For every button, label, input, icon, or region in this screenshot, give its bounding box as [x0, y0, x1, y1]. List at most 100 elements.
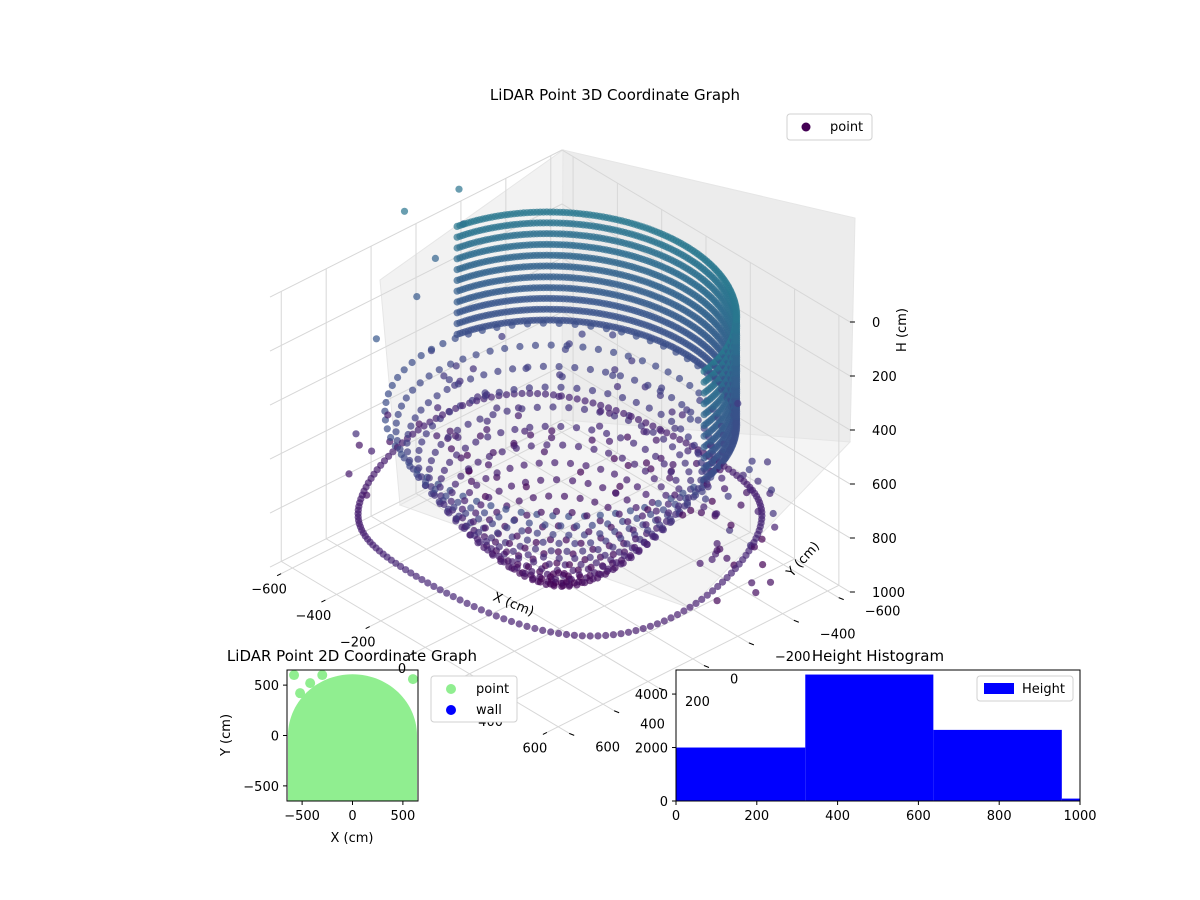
point-3d: [657, 483, 665, 491]
point-3d: [733, 357, 741, 365]
y-tick-3d: [838, 597, 844, 601]
point-3d: [477, 501, 485, 509]
point-3d: [588, 387, 597, 395]
point-3d: [545, 560, 553, 568]
point-3d: [415, 446, 423, 455]
point-3d: [457, 472, 465, 480]
y-tick-3d: [569, 732, 575, 736]
y-tick-label-3d: 200: [685, 695, 710, 710]
point-3d: [669, 461, 677, 469]
point-3d: [524, 551, 532, 559]
point-3d: [433, 392, 441, 400]
point-3d: [569, 477, 577, 485]
z-tick-label-3d: 1000: [872, 586, 905, 601]
point-3d: [514, 412, 523, 420]
point-3d: [368, 447, 376, 455]
point-3d: [599, 484, 607, 492]
point-3d: [409, 386, 417, 394]
legend-3d-label: point: [830, 120, 863, 135]
point-3d: [684, 447, 692, 455]
point-3d: [474, 393, 482, 401]
point-3d: [382, 398, 390, 407]
point-3d: [540, 448, 549, 456]
point-3d: [657, 427, 665, 435]
point-3d: [427, 457, 435, 465]
point-3d: [638, 512, 647, 520]
x-tick-label-histogram: 200: [744, 809, 769, 824]
point-3d: [402, 566, 410, 574]
point-3d: [428, 422, 437, 430]
point-3d: [527, 431, 535, 439]
point-3d: [526, 423, 534, 431]
point-3d: [562, 630, 571, 639]
point-3d: [425, 465, 433, 473]
point-3d: [647, 465, 655, 473]
point-3d: [467, 504, 475, 512]
point-3d: [733, 314, 741, 322]
point-3d: [565, 404, 573, 412]
point-3d: [457, 454, 465, 462]
point-3d: [413, 293, 421, 301]
point-3d: [665, 509, 673, 517]
y-axis-label-3d: Y (cm): [783, 539, 823, 581]
point-3d: [487, 393, 495, 401]
point-3d: [494, 367, 502, 375]
point-3d: [565, 531, 573, 539]
point-3d: [463, 451, 471, 459]
point-3d: [733, 411, 741, 419]
point-3d: [533, 529, 541, 537]
legend-histogram-swatch: [984, 683, 1014, 694]
point-3d: [448, 489, 456, 497]
point-3d: [522, 483, 530, 491]
point-3d: [652, 362, 660, 370]
point-3d: [652, 507, 660, 515]
point-3d: [733, 389, 741, 397]
histogram-title: Height Histogram: [812, 647, 944, 665]
y-tick-label-3d: 600: [595, 740, 620, 755]
point-3d: [523, 536, 532, 544]
axes-frame-histogram: [675, 669, 1081, 802]
point-3d: [407, 422, 415, 430]
point-3d: [638, 357, 647, 365]
point-3d: [646, 622, 655, 630]
point-3d: [668, 443, 677, 451]
point-3d: [578, 632, 586, 640]
point-3d: [384, 390, 392, 398]
point-3d: [619, 559, 627, 567]
point-3d: [434, 404, 442, 412]
point-3d: [642, 490, 650, 498]
point-3d: [652, 452, 660, 460]
y-axis-label-2d: Y (cm): [219, 714, 234, 757]
point-3d: [385, 452, 393, 460]
point-3d: [766, 578, 775, 586]
y-tick-label-2d: −500: [243, 780, 279, 795]
point-3d: [573, 395, 581, 403]
point-3d: [671, 424, 679, 432]
x-tick-label-3d: −200: [340, 636, 376, 651]
point-3d: [531, 341, 540, 349]
point-3d: [417, 406, 425, 414]
point-3d: [557, 383, 565, 391]
point-3d: [495, 543, 503, 551]
point-3d: [532, 538, 540, 547]
y-tick-label-histogram: 0: [660, 795, 668, 810]
point-3d: [491, 538, 500, 546]
point-3d: [682, 439, 690, 447]
point-3d: [488, 520, 496, 528]
point-3d: [555, 629, 563, 638]
point-3d: [679, 489, 687, 497]
point-3d: [648, 498, 656, 507]
point-3d: [400, 454, 408, 462]
point-3d: [541, 383, 549, 391]
point-3d: [500, 615, 508, 623]
point-3d: [476, 415, 484, 423]
point-3d: [529, 494, 537, 502]
point-3d: [470, 603, 478, 611]
point-3d: [748, 579, 756, 587]
point-3d: [456, 377, 464, 385]
point-3d: [599, 563, 607, 571]
point-3d: [586, 632, 594, 640]
point-3d: [433, 432, 441, 440]
chart-histogram: Height Histogram 0 200 400 600 800 1000020004…: [635, 647, 1097, 824]
point-3d: [692, 599, 700, 608]
